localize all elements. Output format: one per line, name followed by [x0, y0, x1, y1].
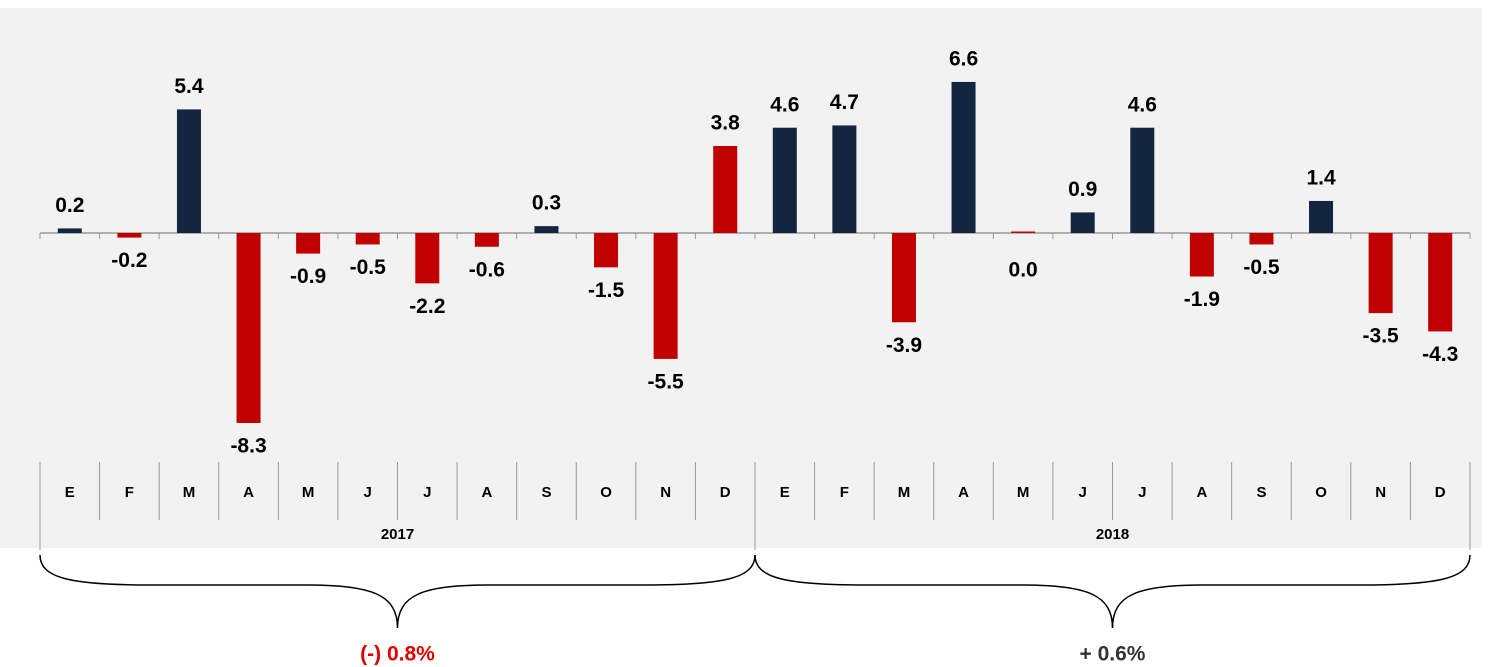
x-tick-label: M: [302, 484, 315, 501]
data-label: -3.9: [886, 334, 922, 357]
data-label: -0.6: [469, 258, 505, 281]
x-tick-label: N: [660, 484, 671, 501]
data-label: 0.9: [1068, 178, 1097, 201]
x-tick-label: E: [780, 484, 790, 501]
bar: [1309, 200, 1334, 233]
data-label: -5.5: [648, 370, 685, 393]
x-tick-label: E: [65, 484, 75, 501]
group-label: 2017: [381, 526, 414, 543]
bar: [176, 109, 201, 233]
data-label: -0.9: [290, 265, 326, 288]
bar: [117, 233, 142, 238]
x-tick-label: F: [125, 484, 134, 501]
x-tick-label: A: [481, 484, 492, 501]
bar: [1011, 231, 1036, 233]
data-label: 6.6: [949, 47, 978, 70]
bar: [474, 233, 499, 247]
bar: [772, 127, 797, 233]
data-label: -0.2: [111, 249, 147, 272]
x-tick-label: J: [364, 484, 372, 501]
x-tick-label: J: [423, 484, 431, 501]
x-tick-label: S: [541, 484, 551, 501]
bar: [57, 228, 82, 233]
x-tick-label: A: [243, 484, 254, 501]
data-label: -0.5: [1243, 256, 1280, 279]
bar: [1070, 212, 1095, 233]
group-label: 2018: [1096, 526, 1129, 543]
x-tick-label: A: [958, 484, 969, 501]
data-label: 0.2: [55, 194, 84, 217]
brace: [39, 554, 756, 629]
x-tick-label: M: [183, 484, 196, 501]
data-label: 4.6: [770, 93, 799, 116]
bar: [1130, 127, 1155, 233]
x-tick-label: O: [600, 484, 612, 501]
data-label: 4.6: [1128, 93, 1157, 116]
brace: [754, 554, 1471, 629]
bar: [236, 233, 261, 423]
data-label: 0.3: [532, 192, 561, 215]
data-label: 0.0: [1009, 259, 1038, 282]
bar: [415, 233, 440, 284]
bar: [1189, 233, 1214, 277]
bar: [951, 81, 976, 233]
bar: [355, 233, 380, 245]
data-label: 4.7: [830, 91, 859, 114]
x-tick-label: M: [898, 484, 911, 501]
annotation: (-) 0.8%: [360, 643, 435, 666]
x-tick-label: N: [1375, 484, 1386, 501]
x-tick-label: J: [1138, 484, 1146, 501]
bar: [296, 233, 321, 254]
bar: [1428, 233, 1453, 332]
data-label: -1.9: [1184, 288, 1220, 311]
bar: [594, 233, 619, 268]
annotation: + 0.6%: [1080, 643, 1146, 666]
data-label: 5.4: [174, 75, 204, 98]
bar: [832, 125, 857, 233]
data-label: -3.5: [1363, 325, 1400, 348]
bar: [653, 233, 678, 359]
bar: [534, 226, 559, 233]
x-tick-label: A: [1196, 484, 1207, 501]
x-tick-label: J: [1079, 484, 1087, 501]
x-tick-label: S: [1256, 484, 1266, 501]
data-label: -1.5: [588, 279, 625, 302]
x-tick-label: M: [1017, 484, 1030, 501]
x-tick-label: F: [840, 484, 849, 501]
bar: [1249, 233, 1274, 245]
data-label: 3.8: [711, 112, 741, 135]
x-tick-label: O: [1315, 484, 1327, 501]
data-label: -2.2: [409, 295, 445, 318]
bar: [891, 233, 916, 323]
data-label: -8.3: [230, 435, 266, 458]
data-label: -0.5: [350, 256, 387, 279]
x-tick-label: D: [720, 484, 731, 501]
data-label: -4.3: [1422, 343, 1458, 366]
bar: [1368, 233, 1393, 314]
x-tick-label: D: [1435, 484, 1446, 501]
data-label: 1.4: [1306, 167, 1336, 190]
bar: [713, 146, 738, 233]
